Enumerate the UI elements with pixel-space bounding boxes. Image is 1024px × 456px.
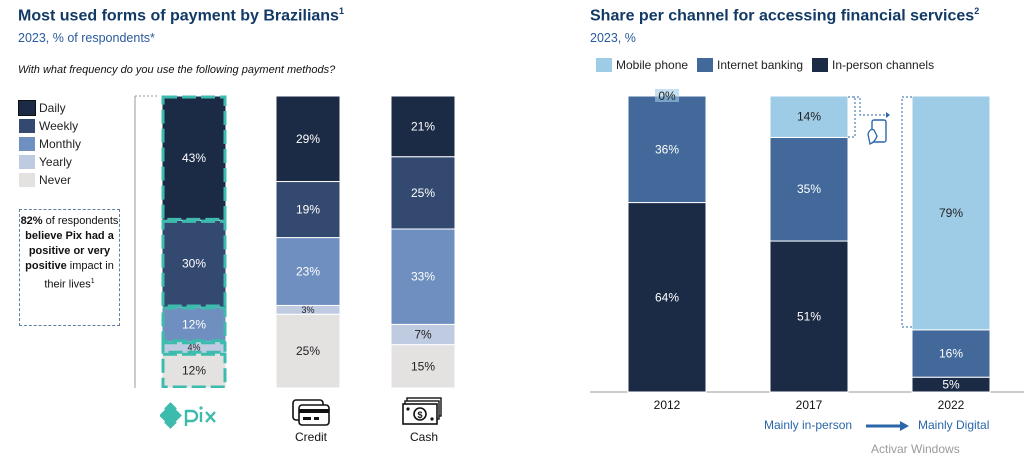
bar-2017-internet-banking <box>769 136 849 242</box>
legend-swatch <box>697 58 713 72</box>
pix-impact-callout: 82% of respondents believe Pix had a pos… <box>19 209 120 326</box>
bar-credit-weekly <box>275 181 341 239</box>
legend-swatch <box>19 119 35 133</box>
bar-cash-daily <box>390 95 456 158</box>
legend-item-daily: Daily <box>18 100 66 116</box>
data-label-2012-in-person-channels: 64% <box>655 290 679 304</box>
bar-2022-mobile-phone <box>911 95 991 331</box>
data-label-2022-mobile-phone: 79% <box>939 206 963 220</box>
data-label-2017-in-person-channels: 51% <box>797 310 821 324</box>
data-label-cash-never: 15% <box>411 359 435 373</box>
data-label-pix-never: 12% <box>182 364 206 378</box>
legend-swatch <box>18 100 36 116</box>
pix-highlight-monthly <box>161 306 227 343</box>
left-chart-title: Most used forms of payment by Brazilians… <box>18 6 344 25</box>
legend-item-weekly: Weekly <box>19 119 78 133</box>
activation-watermark: Activar Windows <box>871 442 960 456</box>
data-label-pix-yearly: 4% <box>187 343 200 353</box>
legend-label: Yearly <box>39 155 72 169</box>
data-label-pix-weekly: 30% <box>182 257 206 271</box>
x-tick-2022: 2022 <box>938 398 965 412</box>
legend-swatch <box>19 155 35 169</box>
digital-bracket <box>901 96 912 328</box>
left-chart-subtitle: 2023, % of respondents* <box>18 31 155 45</box>
credit-category-label: Credit <box>294 430 327 444</box>
legend-label: Never <box>39 173 72 187</box>
data-label-credit-yearly: 3% <box>301 305 314 315</box>
flow-arrow-icon <box>866 419 910 437</box>
cash-icon: $ <box>402 397 444 432</box>
flow-from-label: Mainly in-person <box>764 418 853 432</box>
pix-logo-icon <box>159 402 216 429</box>
bar-pix-monthly <box>161 306 227 343</box>
legend-item-never: Never <box>19 173 71 187</box>
channel-share-chart: 64% 36% 0% 2012 51% 35% 14% 2017 5% 16% 79% 2022 <box>590 89 1024 412</box>
legend-label: In-person channels <box>832 58 935 72</box>
flow-to-label: Mainly Digital <box>918 418 990 432</box>
legend-swatch <box>19 137 35 151</box>
data-label-credit-monthly: 23% <box>296 264 320 278</box>
legend-swatch <box>19 173 35 187</box>
data-label-pix-daily: 43% <box>182 151 206 165</box>
data-label-2017-internet-banking: 35% <box>797 182 821 196</box>
legend-label: Internet banking <box>717 58 804 72</box>
payment-frequency-chart: 12% 4% 12% 30% 43% 25% 3% 23% 19% 29% 15% 7% 33% 25% 2… <box>134 95 456 388</box>
bar-credit-never <box>275 313 341 388</box>
data-label-pix-monthly: 12% <box>182 317 206 331</box>
bar-cash-monthly <box>390 228 456 325</box>
cash-category-label: Cash <box>409 430 438 444</box>
data-label-credit-daily: 29% <box>296 132 320 146</box>
pix-highlight-weekly <box>161 219 227 308</box>
mobile-phone-icon <box>852 96 902 157</box>
bar-2012-in-person-channels <box>627 202 707 393</box>
bar-credit-monthly <box>275 237 341 306</box>
legend-label: Monthly <box>39 137 82 151</box>
survey-question: With what frequency do you use the follo… <box>18 64 336 76</box>
legend-item-monthly: Monthly <box>19 137 81 151</box>
right-chart-title: Share per channel for accessing financia… <box>590 6 980 25</box>
bar-2017-mobile-phone <box>769 95 849 138</box>
data-label-2012-internet-banking: 36% <box>655 142 679 156</box>
legend-label: Mobile phone <box>616 58 689 72</box>
data-label-cash-daily: 21% <box>411 119 435 133</box>
bar-credit-daily <box>275 95 341 183</box>
pix-logo <box>159 400 230 430</box>
legend-item-yearly: Yearly <box>19 155 72 169</box>
legend-swatch <box>812 58 828 72</box>
data-label-cash-monthly: 33% <box>411 270 435 284</box>
pix-highlight-yearly <box>161 341 227 354</box>
data-label-2017-mobile-phone: 14% <box>797 110 821 124</box>
bar-cash-never <box>390 344 456 388</box>
x-tick-2012: 2012 <box>654 398 681 412</box>
x-tick-2017: 2017 <box>796 398 823 412</box>
legend-swatch <box>596 58 612 72</box>
bar-2012-internet-banking <box>627 95 707 204</box>
data-label-2022-internet-banking: 16% <box>939 347 963 361</box>
bar-pix-weekly <box>161 219 227 308</box>
zero-label-bg <box>655 89 679 102</box>
credit-card-icon <box>292 399 330 432</box>
right-chart-subtitle: 2023, % <box>590 31 636 45</box>
legend-item-in-person-channels: In-person channels <box>812 58 934 72</box>
data-label-2022-in-person-channels: 5% <box>942 378 960 392</box>
callout-pct: 82% <box>20 215 43 227</box>
legend-item-internet-banking: Internet banking <box>697 58 803 72</box>
data-label-credit-weekly: 19% <box>296 203 320 217</box>
pix-highlight-never <box>161 352 227 388</box>
legend-label: Daily <box>39 101 66 115</box>
svg-text:$: $ <box>417 410 422 420</box>
bar-cash-weekly <box>390 156 456 230</box>
pix-highlight-daily <box>161 95 227 221</box>
bar-2017-in-person-channels <box>769 240 849 393</box>
data-label-2012-mobile-phone: 0% <box>658 89 676 103</box>
data-label-cash-weekly: 25% <box>411 186 435 200</box>
data-label-cash-yearly: 7% <box>414 328 432 342</box>
data-label-credit-never: 25% <box>296 344 320 358</box>
legend-label: Weekly <box>39 119 79 133</box>
legend-item-mobile-phone: Mobile phone <box>596 58 688 72</box>
